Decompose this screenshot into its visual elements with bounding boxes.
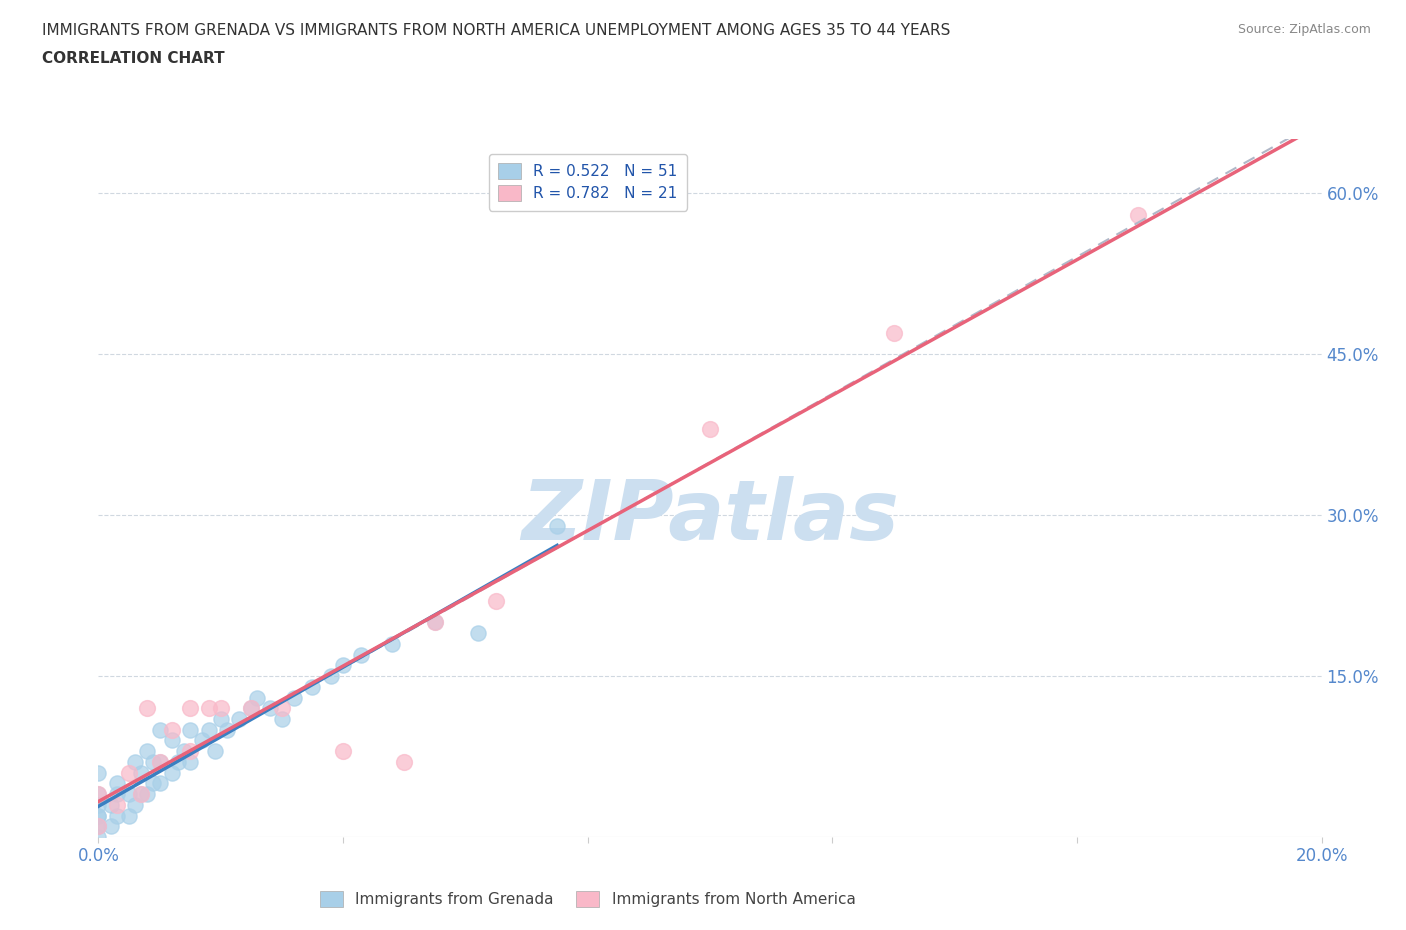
Point	[160, 765, 183, 780]
Point	[136, 701, 159, 716]
Point	[485, 593, 508, 608]
Point	[149, 776, 172, 790]
Point	[197, 701, 219, 716]
Point	[350, 647, 373, 662]
Point	[87, 797, 110, 812]
Point	[204, 744, 226, 759]
Point	[332, 658, 354, 672]
Point	[87, 787, 110, 802]
Point	[142, 776, 165, 790]
Point	[179, 744, 201, 759]
Point	[228, 711, 250, 726]
Point	[129, 787, 152, 802]
Point	[136, 787, 159, 802]
Point	[105, 797, 128, 812]
Point	[87, 765, 110, 780]
Point	[105, 808, 128, 823]
Point	[392, 754, 416, 769]
Point	[546, 518, 568, 533]
Point	[118, 765, 141, 780]
Point	[1128, 207, 1150, 222]
Point	[118, 787, 141, 802]
Point	[100, 797, 122, 812]
Point	[87, 818, 110, 833]
Point	[129, 787, 152, 802]
Point	[179, 723, 201, 737]
Point	[167, 754, 190, 769]
Point	[319, 669, 342, 684]
Point	[87, 808, 110, 823]
Point	[149, 754, 172, 769]
Point	[191, 733, 214, 748]
Point	[179, 701, 201, 716]
Point	[259, 701, 281, 716]
Point	[100, 818, 122, 833]
Point	[240, 701, 263, 716]
Point	[105, 787, 128, 802]
Point	[240, 701, 263, 716]
Point	[160, 723, 183, 737]
Point	[270, 701, 292, 716]
Text: Source: ZipAtlas.com: Source: ZipAtlas.com	[1237, 23, 1371, 36]
Point	[215, 723, 238, 737]
Point	[124, 797, 146, 812]
Point	[129, 765, 152, 780]
Point	[179, 754, 201, 769]
Point	[467, 626, 489, 641]
Point	[883, 326, 905, 340]
Point	[332, 744, 354, 759]
Point	[136, 744, 159, 759]
Point	[118, 808, 141, 823]
Point	[105, 776, 128, 790]
Point	[160, 733, 183, 748]
Point	[699, 422, 721, 437]
Point	[381, 636, 404, 651]
Point	[209, 711, 232, 726]
Point	[149, 754, 172, 769]
Point	[197, 723, 219, 737]
Point	[423, 615, 446, 630]
Point	[283, 690, 305, 705]
Point	[142, 754, 165, 769]
Point	[87, 818, 110, 833]
Text: CORRELATION CHART: CORRELATION CHART	[42, 51, 225, 66]
Point	[87, 787, 110, 802]
Point	[423, 615, 446, 630]
Point	[246, 690, 269, 705]
Point	[149, 723, 172, 737]
Text: ZIPatlas: ZIPatlas	[522, 475, 898, 557]
Point	[87, 830, 110, 844]
Point	[270, 711, 292, 726]
Point	[87, 808, 110, 823]
Point	[87, 818, 110, 833]
Point	[209, 701, 232, 716]
Point	[124, 754, 146, 769]
Legend: Immigrants from Grenada, Immigrants from North America: Immigrants from Grenada, Immigrants from…	[314, 884, 862, 913]
Point	[173, 744, 195, 759]
Point	[301, 679, 323, 694]
Text: IMMIGRANTS FROM GRENADA VS IMMIGRANTS FROM NORTH AMERICA UNEMPLOYMENT AMONG AGES: IMMIGRANTS FROM GRENADA VS IMMIGRANTS FR…	[42, 23, 950, 38]
